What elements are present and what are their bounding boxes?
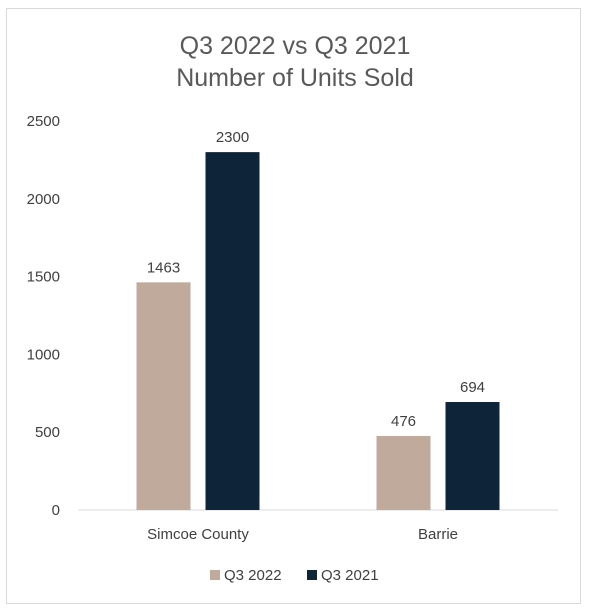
data-label: 1463 xyxy=(147,259,180,276)
legend-label: Q3 2022 xyxy=(224,567,282,584)
data-label: 476 xyxy=(391,413,416,430)
y-tick-label: 2000 xyxy=(27,191,60,208)
y-tick-label: 2500 xyxy=(27,113,60,130)
legend-label: Q3 2021 xyxy=(321,567,379,584)
category-label: Barrie xyxy=(418,526,458,543)
y-tick-label: 0 xyxy=(52,502,60,519)
category-label: Simcoe County xyxy=(147,526,249,543)
category-labels: Simcoe County Barrie xyxy=(147,526,458,543)
chart-title-line-2: Number of Units Sold xyxy=(176,64,414,92)
chart-title-line-1: Q3 2022 vs Q3 2021 xyxy=(180,32,411,60)
legend-swatch xyxy=(307,570,317,580)
bar xyxy=(445,402,500,510)
data-label: 694 xyxy=(460,379,485,396)
bars: 1463 2300 476 694 xyxy=(136,129,500,510)
y-tick-label: 1500 xyxy=(27,269,60,286)
bar xyxy=(205,152,260,510)
data-label: 2300 xyxy=(216,129,249,146)
y-tick-label: 1000 xyxy=(27,346,60,363)
legend-swatch xyxy=(210,570,220,580)
bar xyxy=(376,435,431,510)
bar xyxy=(136,282,191,510)
legend: Q3 2022 Q3 2021 xyxy=(210,567,379,584)
y-tick-label: 500 xyxy=(35,424,60,441)
y-axis-ticks: 0 500 1000 1500 2000 2500 xyxy=(27,113,60,519)
